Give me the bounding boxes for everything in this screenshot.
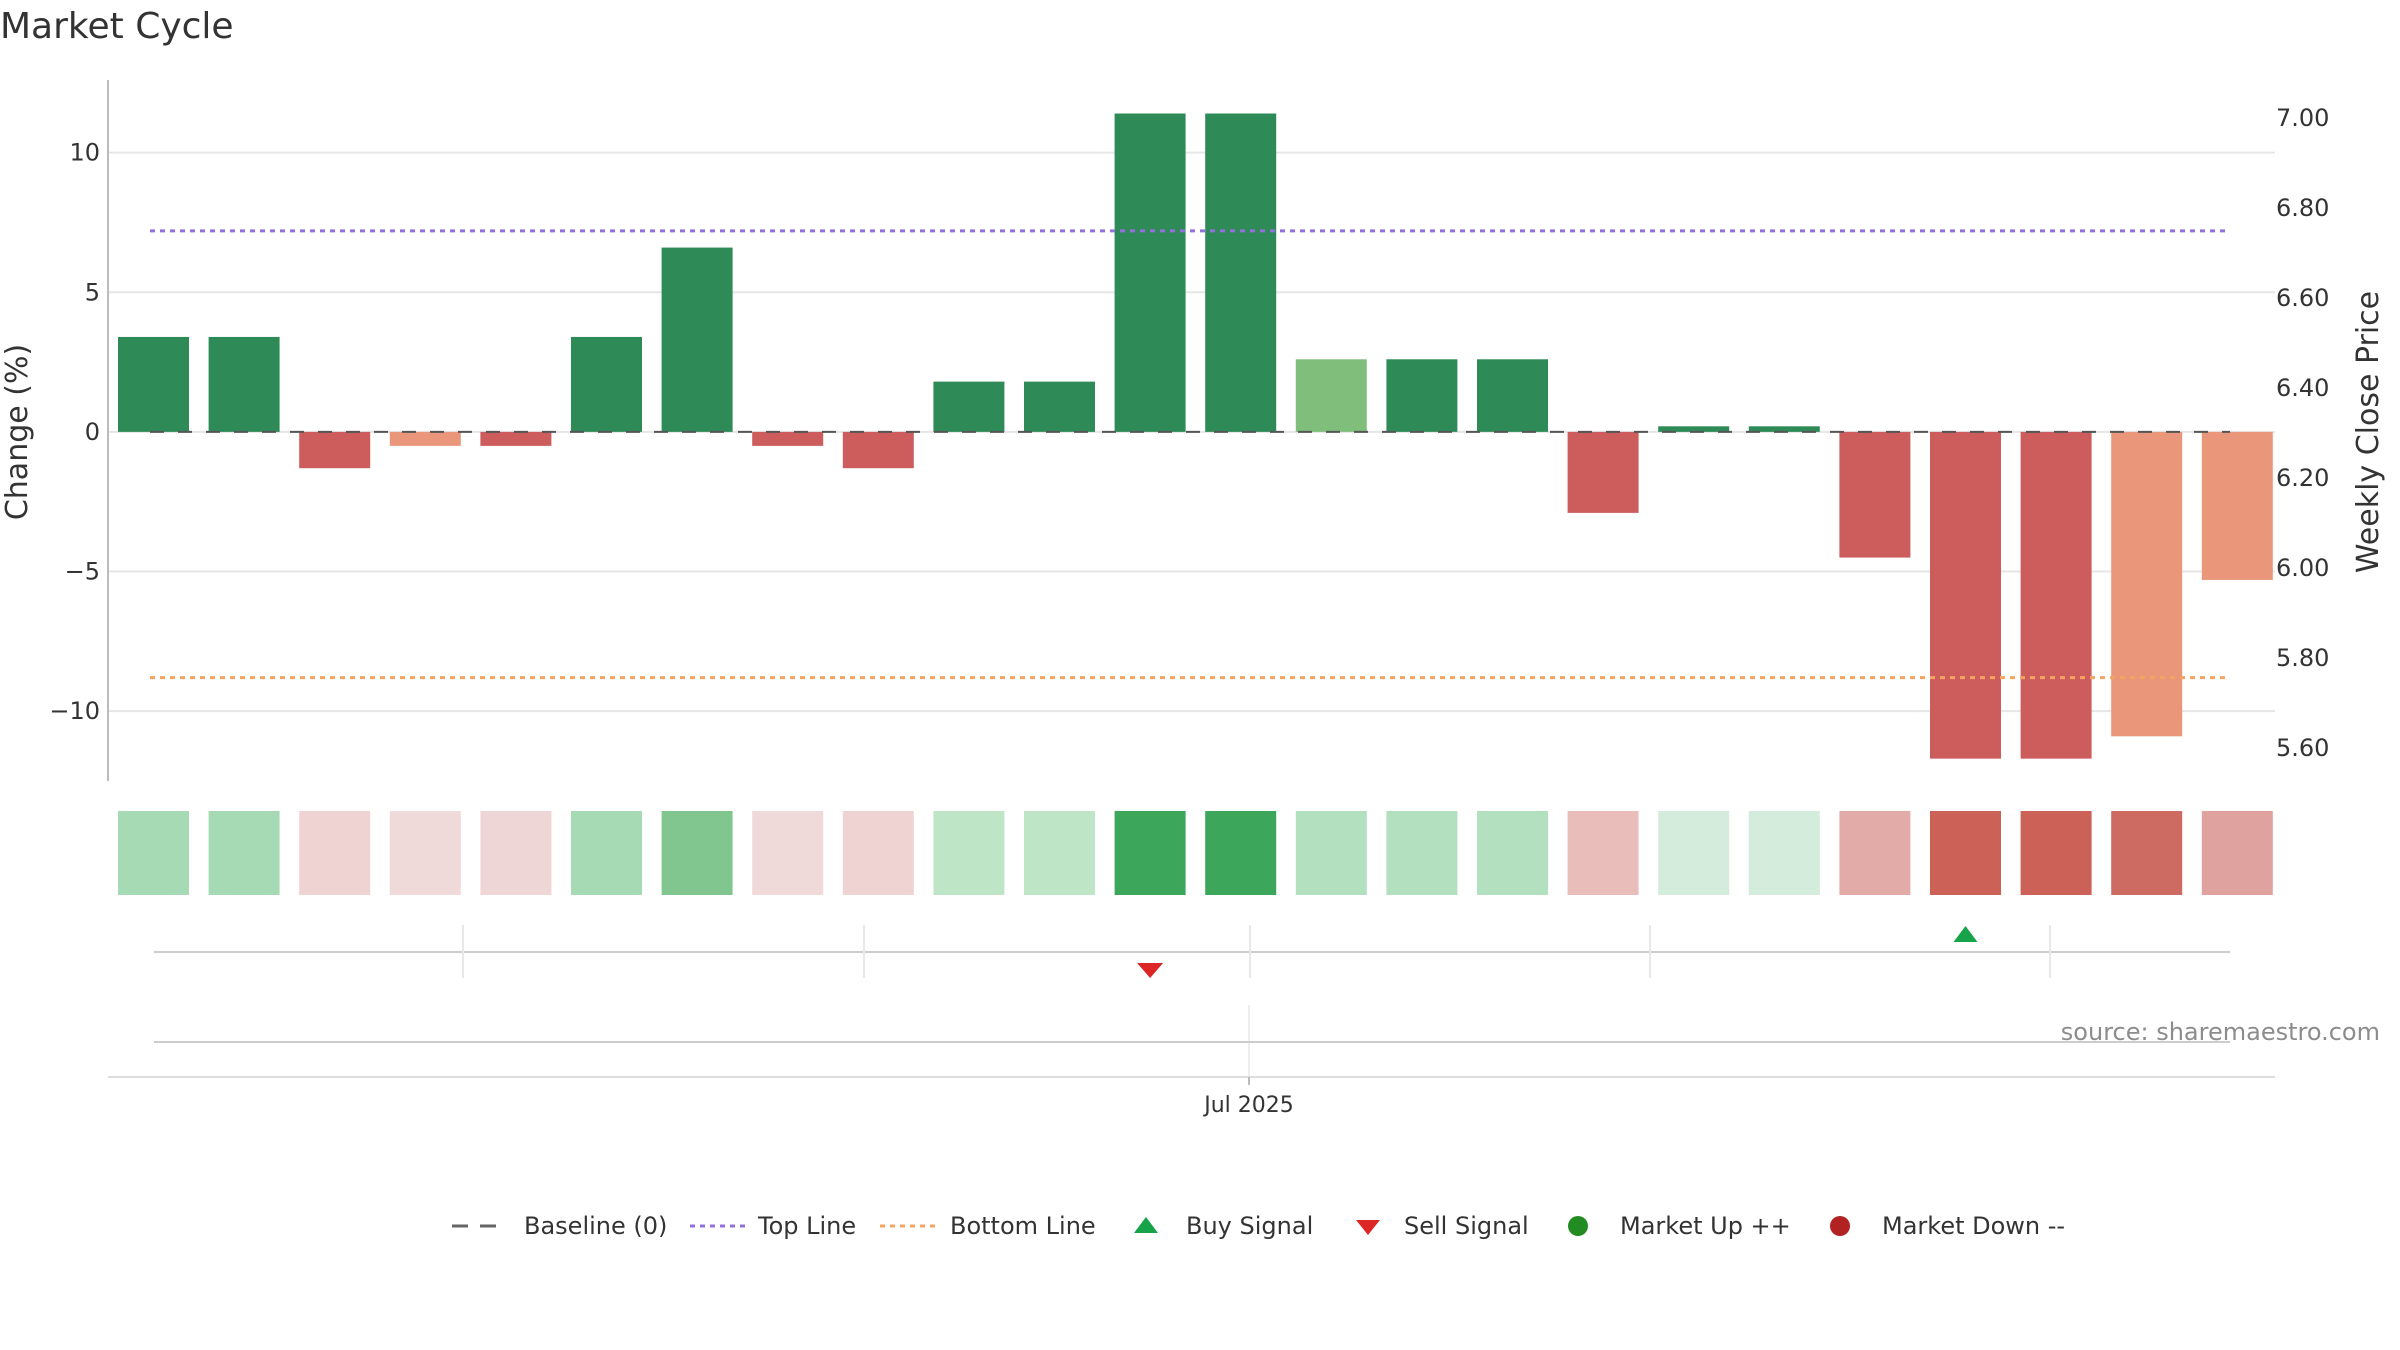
legend-market-down-icon xyxy=(1830,1216,1850,1236)
bar xyxy=(1205,113,1277,432)
legend-sell-signal-icon xyxy=(1356,1220,1380,1235)
bar xyxy=(1114,113,1186,432)
heat-cell xyxy=(2201,811,2273,895)
bar xyxy=(389,431,461,446)
heat-cell xyxy=(1295,811,1367,895)
heat-cell xyxy=(1386,811,1458,895)
y2-tick-label: 7.00 xyxy=(2276,104,2329,132)
heat-cell xyxy=(1114,811,1186,895)
bar xyxy=(208,336,280,432)
heat-cell xyxy=(2111,811,2183,895)
heat-cell xyxy=(571,811,642,895)
y-tick-label: 10 xyxy=(69,139,100,167)
buy-signal-marker xyxy=(1953,926,1978,942)
y2-tick-label: 6.40 xyxy=(2276,374,2329,402)
heat-cell xyxy=(118,811,189,895)
y-tick-label: 0 xyxy=(85,418,100,446)
bar xyxy=(933,381,1005,432)
bar xyxy=(299,431,371,469)
heat-cell xyxy=(661,811,733,895)
heat-cell xyxy=(299,811,371,895)
legend-label: Market Down -- xyxy=(1882,1212,2065,1240)
heat-cell xyxy=(1567,811,1639,895)
chart-title: Market Cycle xyxy=(0,6,234,47)
bar xyxy=(752,431,824,446)
heat-cell xyxy=(208,811,280,895)
y2-axis-title: Weekly Close Price xyxy=(2351,291,2386,573)
bar xyxy=(1748,426,1820,432)
heat-cell xyxy=(1930,811,2001,895)
legend-buy-signal-icon xyxy=(1134,1217,1158,1233)
bar xyxy=(2020,431,2092,759)
heat-cell xyxy=(480,811,552,895)
legend-label: Bottom Line xyxy=(950,1212,1096,1240)
bar xyxy=(1477,359,1548,432)
heat-cell xyxy=(842,811,914,895)
bar xyxy=(1658,426,1730,432)
y-axis-title: Change (%) xyxy=(0,344,35,520)
x-axis: Jul 2025 xyxy=(108,1005,2275,1118)
y2-tick-label: 6.60 xyxy=(2276,284,2329,312)
bar xyxy=(480,431,552,446)
y2-tick-label: 6.00 xyxy=(2276,554,2329,582)
y-tick-label: 5 xyxy=(85,278,100,306)
legend-market-up-icon xyxy=(1568,1216,1588,1236)
bar xyxy=(842,431,914,469)
reference-lines xyxy=(150,229,2230,680)
heat-cell xyxy=(1024,811,1095,895)
heat-cell xyxy=(1748,811,1820,895)
y-tick-label: −5 xyxy=(65,558,100,586)
bars xyxy=(118,113,2273,759)
legend-label: Sell Signal xyxy=(1404,1212,1529,1240)
legend-label: Baseline (0) xyxy=(524,1212,667,1240)
bar xyxy=(571,336,642,432)
bar xyxy=(1930,431,2001,759)
source-label: source: sharemaestro.com xyxy=(2061,1018,2380,1046)
bar xyxy=(1295,359,1367,432)
bar xyxy=(1386,359,1458,432)
legend: Baseline (0) Top Line Bottom Line Buy Signa… xyxy=(452,1212,2065,1240)
y2-tick-label: 6.80 xyxy=(2276,194,2329,222)
legend-label: Market Up ++ xyxy=(1620,1212,1791,1240)
bar xyxy=(661,247,733,432)
heat-cell xyxy=(1658,811,1730,895)
heat-strip xyxy=(118,811,2273,895)
heat-cell xyxy=(2020,811,2092,895)
x-tick-label: Jul 2025 xyxy=(1202,1093,1294,1118)
signal-strip xyxy=(154,925,2230,978)
bar xyxy=(2111,431,2183,737)
legend-label: Buy Signal xyxy=(1186,1212,1313,1240)
bar xyxy=(118,336,189,432)
heat-cell xyxy=(1839,811,1911,895)
legend-label: Top Line xyxy=(757,1212,856,1240)
bar xyxy=(2201,431,2273,580)
bar xyxy=(1567,431,1639,513)
bar xyxy=(1839,431,1911,558)
sell-signal-marker xyxy=(1137,963,1164,978)
y-tick-label: −10 xyxy=(49,697,100,725)
heat-cell xyxy=(933,811,1005,895)
heat-cell xyxy=(389,811,461,895)
axes: 10 5 0 −5 −10 7.00 6.80 6.60 6.40 6.20 6.00 5.80 5.6… xyxy=(49,80,2329,781)
y2-tick-label: 5.60 xyxy=(2276,734,2329,762)
heat-cell xyxy=(1477,811,1548,895)
bar xyxy=(1024,381,1095,432)
heat-cell xyxy=(752,811,824,895)
y2-tick-label: 5.80 xyxy=(2276,644,2329,672)
heat-cell xyxy=(1205,811,1277,895)
y2-tick-label: 6.20 xyxy=(2276,464,2329,492)
